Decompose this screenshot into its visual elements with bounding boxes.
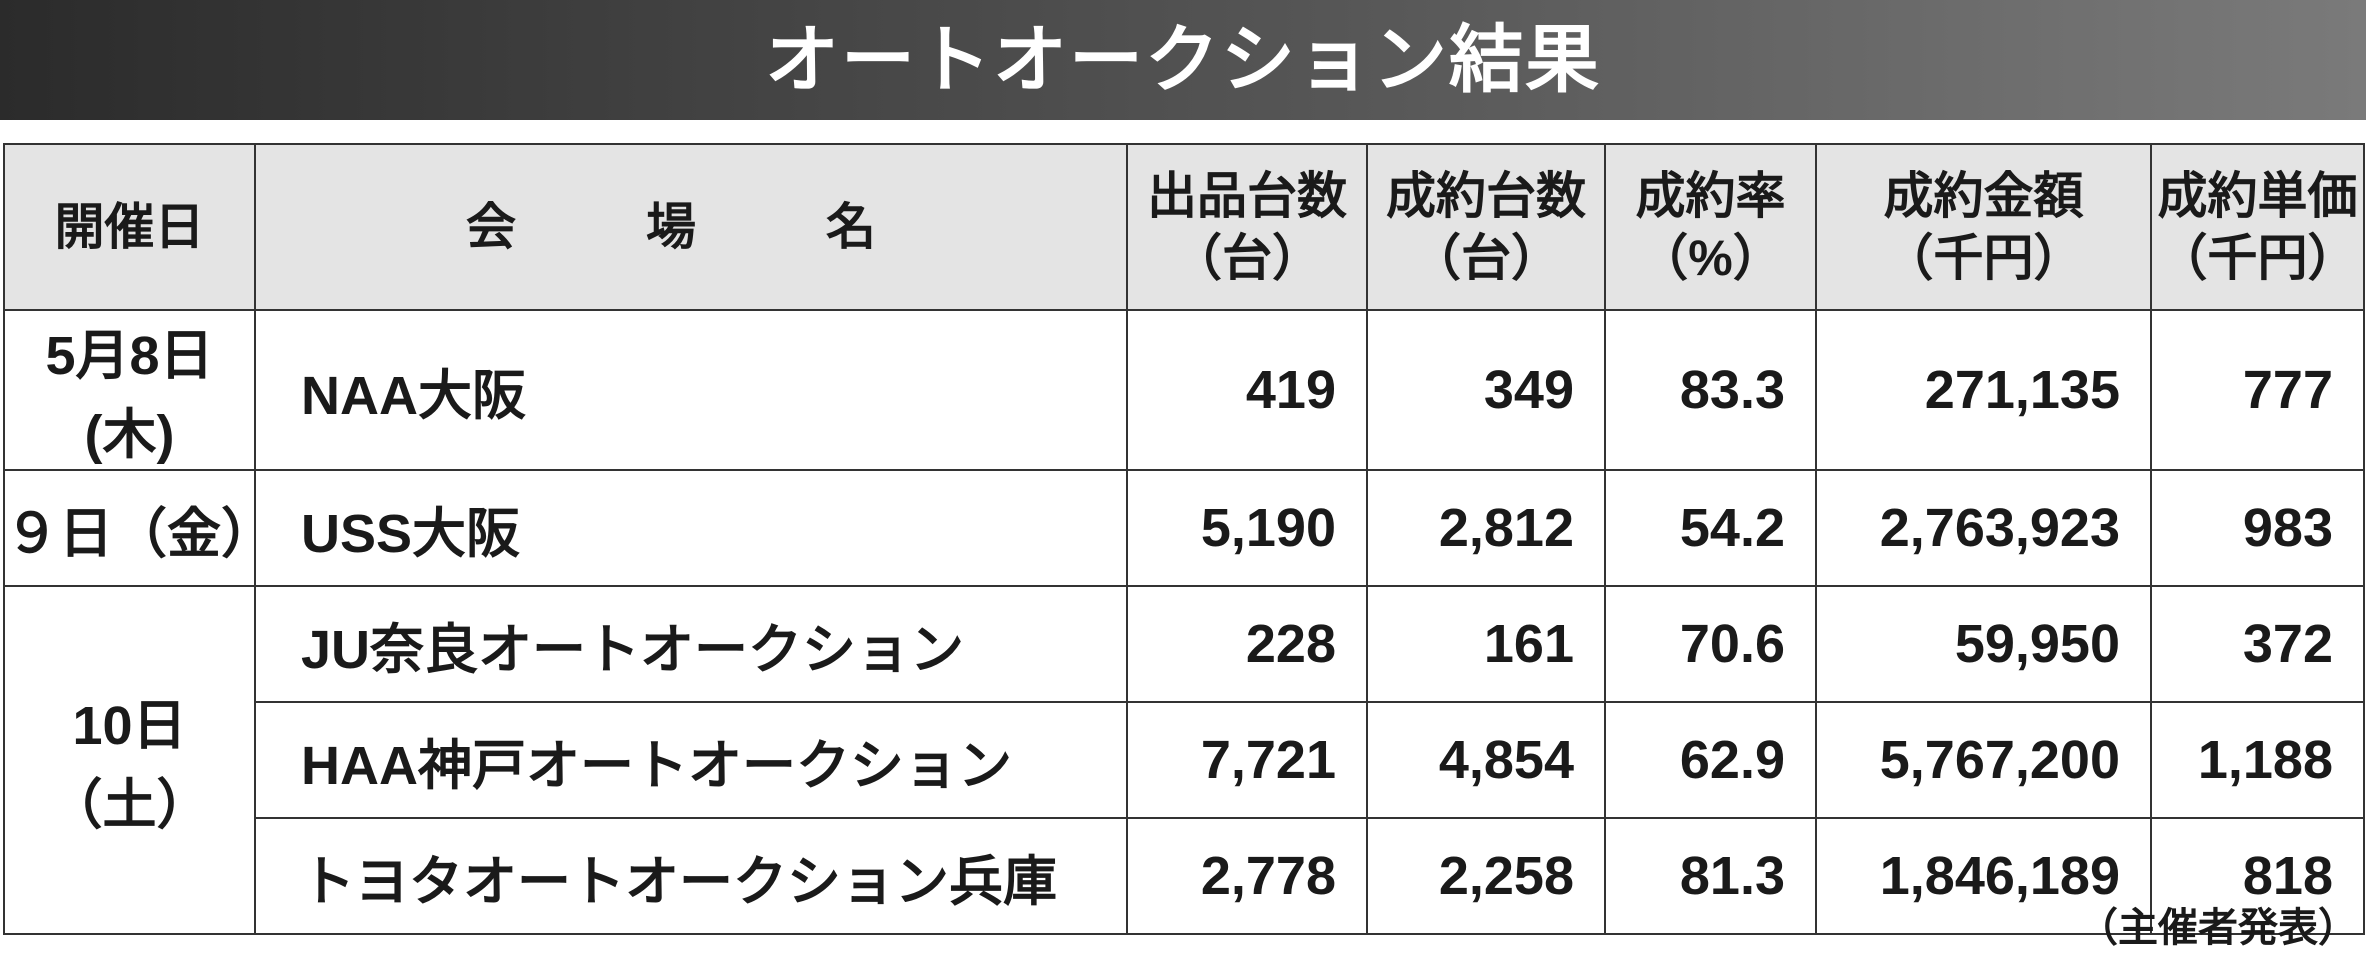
date-cell: 5月8日(木) [3,309,256,471]
value-cell: 7,721 [1126,701,1368,819]
value-cell: 2,778 [1126,817,1368,935]
venue-cell: JU奈良オートオークション [254,585,1128,703]
value-cell: 349 [1366,309,1606,471]
header-label: 開催日 [54,199,205,255]
header-row: 開催日会 場 名出品台数 （台） 成約台数 （台） 成約率 （%） 成約金額 （千円） 成約単価… [3,143,2365,311]
venue-cell: USS大阪 [254,469,1128,587]
table-body: 5月8日(木) NAA大阪 419 349 83.3 271,135 777 ９日（金） USS… [3,309,2365,935]
header-label: 出品台数 [1147,168,1347,224]
header-label: 会 場 名 [466,199,916,255]
value-cell: 2,812 [1366,469,1606,587]
value-text: 2,763,923 [1879,498,2120,558]
title: オートオークション結果 [0,0,2366,120]
header-cell: 会 場 名 [254,143,1128,311]
data-row: ９日（金） USS大阪 5,190 2,812 54.2 2,763,923 983 [3,469,2365,587]
header-label: 成約金額 [1883,168,2084,224]
header-cell: 成約台数 （台） [1366,143,1606,311]
results-table: 開催日会 場 名出品台数 （台） 成約台数 （台） 成約率 （%） 成約金額 （千円） 成約単価… [3,143,2365,935]
value-cell: 59,950 [1815,585,2152,703]
value-text: 5,767,200 [1879,730,2120,790]
value-text: 818 [2242,846,2333,906]
value-cell: 271,135 [1815,309,2152,471]
header-cell: 成約金額 （千円） [1815,143,2152,311]
value-cell: 83.3 [1604,309,1817,471]
value-text: 5,190 [1200,498,1336,558]
data-row: 10日（土） JU奈良オートオークション 228 161 70.6 59,950 372 [3,585,2365,935]
date-cell: ９日（金） [3,469,275,587]
value-text: 419 [1245,360,1336,420]
header-cell: 出品台数 （台） [1126,143,1368,311]
value-cell: 1,846,189 [1815,817,2152,935]
value-text: 271,135 [1924,360,2120,420]
value-text: 83.3 [1679,360,1785,420]
value-cell: 228 [1126,585,1368,703]
value-text: 70.6 [1679,614,1785,674]
header-cell: 開催日 [3,143,256,311]
date-text: 10日（土） [48,696,211,835]
value-cell: 62.9 [1604,701,1817,819]
header-unit: （千円） [1883,230,2084,286]
value-cell: 2,258 [1366,817,1606,935]
header-cell: 成約率 （%） [1604,143,1817,311]
value-text: 228 [1245,614,1336,674]
value-text: 62.9 [1679,730,1785,790]
value-cell: 419 [1126,309,1368,471]
value-cell: 54.2 [1604,469,1817,587]
header-unit: （千円） [2157,230,2358,286]
value-text: 1,188 [2197,730,2333,790]
value-text: 2,812 [1438,498,1574,558]
value-text: 81.3 [1679,846,1785,906]
value-text: 1,846,189 [1879,846,2120,906]
date-text: 5月8日(木) [45,326,214,465]
value-cell: 818 [2150,817,2365,935]
header-unit: （台） [1172,230,1322,286]
source-note: （主催者発表） [2078,906,2358,950]
value-text: 54.2 [1679,498,1785,558]
value-text: 4,854 [1438,730,1574,790]
value-text: 161 [1483,614,1574,674]
venue-text: NAA大阪 [301,365,526,426]
venue-cell: NAA大阪 [254,309,1128,471]
value-text: 7,721 [1200,730,1336,790]
venue-text: トヨタオートオークション兵庫 [301,851,1057,912]
value-cell: 372 [2150,585,2365,703]
value-text: 983 [2242,498,2333,558]
venue-text: HAA神戸オートオークション [301,735,1012,796]
value-text: 2,778 [1200,846,1336,906]
venue-cell: HAA神戸オートオークション [254,701,1128,819]
date-text: ９日（金） [5,503,275,564]
value-cell: 161 [1366,585,1606,703]
value-text: 372 [2242,614,2333,674]
value-text: 349 [1483,360,1574,420]
value-cell: 777 [2150,309,2365,471]
value-cell: 983 [2150,469,2365,587]
value-text: 2,258 [1438,846,1574,906]
header-label: 成約台数 [1386,168,1586,224]
value-cell: 4,854 [1366,701,1606,819]
data-row: トヨタオートオークション兵庫 2,778 2,258 81.3 1,846,189 818 [4,817,2365,935]
venue-cell: トヨタオートオークション兵庫 [254,817,1128,935]
value-cell: 81.3 [1604,817,1817,935]
venue-text: USS大阪 [301,503,521,564]
header-cell: 成約単価 （千円） [2150,143,2365,311]
venue-text: JU奈良オートオークション [301,619,965,680]
header-label: 成約単価 [2157,168,2358,224]
value-text: 777 [2242,360,2333,420]
data-row: 5月8日(木) NAA大阪 419 349 83.3 271,135 777 [3,309,2365,471]
header-label: 成約率 [1635,168,1786,224]
value-cell: 5,767,200 [1815,701,2152,819]
value-cell: 5,190 [1126,469,1368,587]
data-row: HAA神戸オートオークション 7,721 4,854 62.9 5,767,200 1,1… [4,701,2365,819]
date-cell: 10日（土） [3,585,256,935]
value-cell: 1,188 [2150,701,2365,819]
header-unit: （台） [1411,230,1561,286]
header-unit: （%） [1638,230,1783,286]
value-cell: 2,763,923 [1815,469,2152,587]
value-cell: 70.6 [1604,585,1817,703]
value-text: 59,950 [1954,614,2120,674]
